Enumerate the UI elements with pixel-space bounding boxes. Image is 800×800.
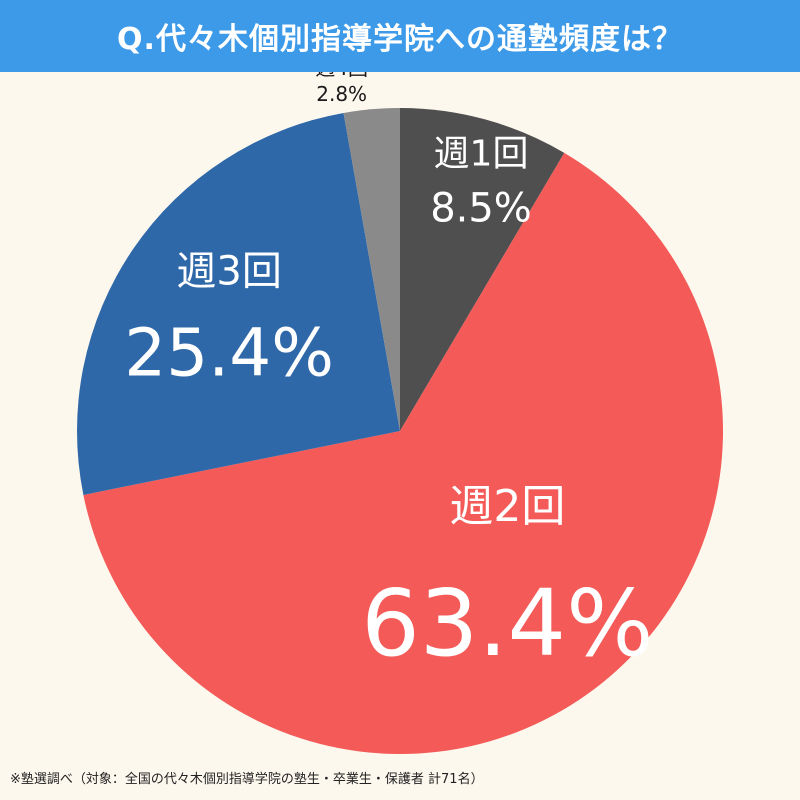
slice-label-2: 週2回 (449, 481, 565, 532)
pie-slice-3 (77, 112, 401, 495)
slice-value-2: 63.4% (361, 570, 653, 677)
pie-slice-1 (400, 108, 565, 431)
slice-value-4: 2.8% (316, 82, 367, 106)
title-bar: Q.代々木個別指導学院への通塾頻度は？ (0, 0, 800, 72)
slice-label-1: 週1回 (434, 133, 529, 174)
pie-slice-2 (83, 152, 724, 755)
chart-title: Q.代々木個別指導学院への通塾頻度は？ (117, 22, 683, 57)
slice-value-1: 8.5% (430, 185, 532, 231)
pie-chart: 週1回 8.5% 週2回 63.4% 週3回 25.4% 週4回 2.8% (77, 72, 724, 755)
footnote: ※塾選調べ（対象：全国の代々木個別指導学院の塾生・卒業生・保護者 計71名） (10, 772, 484, 787)
pie-slice-4 (343, 108, 400, 431)
slice-value-3: 25.4% (124, 315, 334, 392)
slice-label-3: 週3回 (176, 249, 281, 295)
slice-label-4: 週4回 (315, 72, 368, 80)
